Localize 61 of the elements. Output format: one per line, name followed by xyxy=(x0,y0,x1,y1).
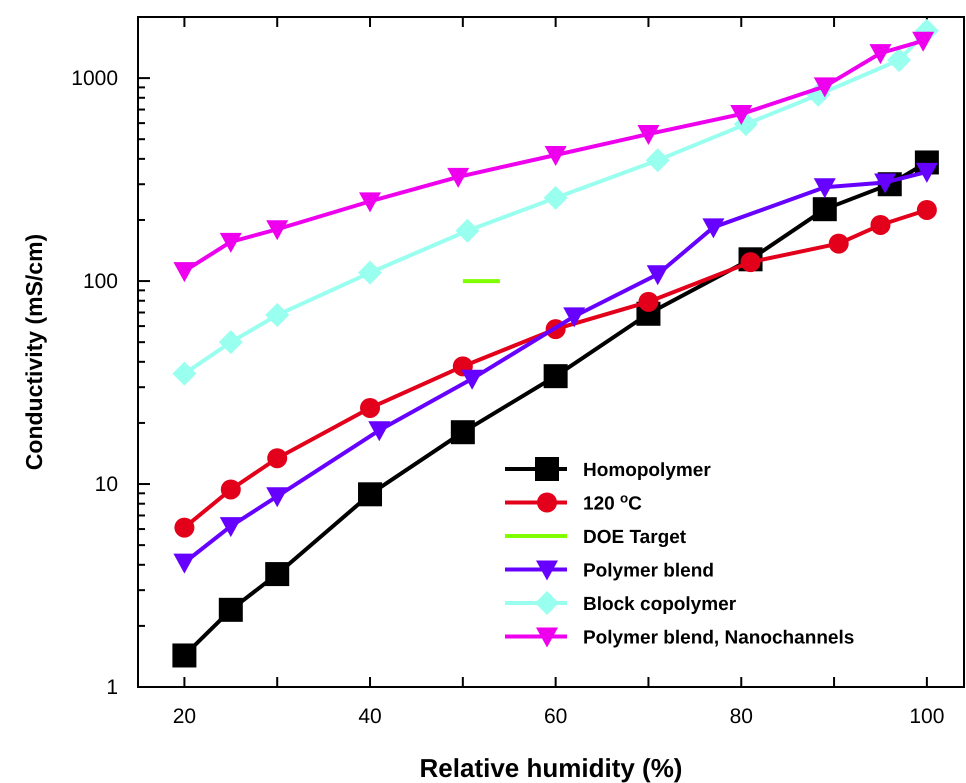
point xyxy=(265,562,290,586)
x-tick-label: 20 xyxy=(172,705,196,728)
point xyxy=(916,200,937,220)
y-tick-label: 100 xyxy=(82,270,118,294)
y-tick-label: 1000 xyxy=(71,67,118,90)
point xyxy=(637,125,660,146)
point xyxy=(869,44,892,64)
y-tick-label: 1 xyxy=(106,676,118,699)
legend-label: Block copolymer xyxy=(583,594,737,615)
point xyxy=(646,265,669,286)
point xyxy=(447,168,470,188)
point xyxy=(266,487,288,508)
point xyxy=(638,292,658,312)
point xyxy=(218,330,243,354)
point xyxy=(455,218,480,243)
point xyxy=(544,186,568,210)
point xyxy=(368,421,390,442)
point xyxy=(870,214,890,235)
point xyxy=(265,303,290,328)
point xyxy=(220,479,241,500)
point xyxy=(450,420,475,444)
x-tick-label: 40 xyxy=(358,705,382,728)
point xyxy=(646,148,670,172)
point xyxy=(358,482,382,506)
point xyxy=(358,260,382,285)
point xyxy=(359,192,382,212)
legend-label: Polymer blend, Nanochannels xyxy=(583,628,854,648)
point xyxy=(172,643,196,668)
point xyxy=(220,232,242,253)
point xyxy=(702,218,724,238)
point xyxy=(173,262,196,282)
point xyxy=(874,173,896,194)
point xyxy=(218,598,243,622)
point xyxy=(220,517,242,538)
point xyxy=(360,398,380,418)
point xyxy=(916,162,938,183)
point xyxy=(814,178,836,198)
point xyxy=(912,32,934,52)
point xyxy=(461,370,484,390)
y-axis-title: Conductivity (mS/cm) xyxy=(21,234,47,470)
legend-label: DOE Target xyxy=(583,527,687,548)
point xyxy=(172,362,196,386)
point xyxy=(887,48,912,72)
point xyxy=(814,77,836,98)
point xyxy=(730,105,752,126)
x-tick-label: 100 xyxy=(909,705,944,728)
point xyxy=(544,364,568,388)
y-tick-label: 10 xyxy=(94,473,118,496)
legend-label: Polymer blend xyxy=(583,560,714,582)
x-tick-label: 80 xyxy=(730,705,753,728)
point xyxy=(267,448,288,468)
x-tick-label: 60 xyxy=(544,705,568,728)
point xyxy=(828,234,849,254)
point xyxy=(563,307,586,328)
point xyxy=(266,220,288,240)
point xyxy=(544,146,567,166)
point xyxy=(174,518,194,538)
x-axis-title: Relative humidity (%) xyxy=(420,753,682,783)
point xyxy=(812,197,837,222)
legend-label: Homopolymer xyxy=(583,460,712,481)
legend-label: 120 $^{o}$C xyxy=(583,490,642,514)
